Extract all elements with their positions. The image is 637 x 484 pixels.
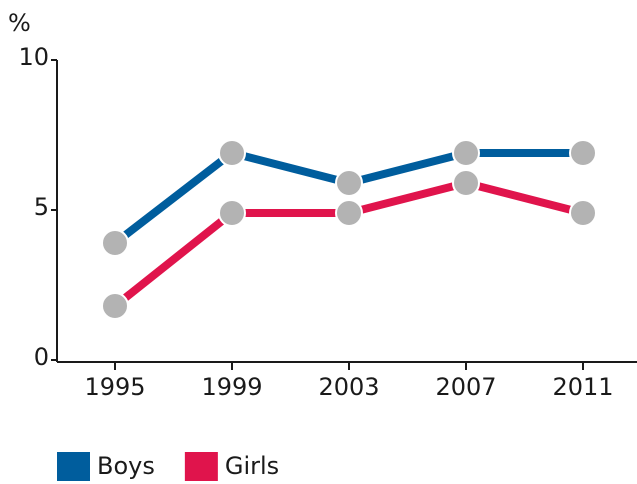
y-tick-label: 0	[34, 343, 49, 371]
data-point	[569, 199, 597, 227]
data-point	[452, 169, 480, 197]
data-point	[452, 139, 480, 167]
legend-swatch	[57, 452, 90, 481]
data-point	[101, 292, 129, 320]
data-point	[335, 169, 363, 197]
data-point	[569, 139, 597, 167]
data-point	[218, 139, 246, 167]
y-tick-label: 5	[34, 193, 49, 221]
legend-label: Girls	[225, 452, 279, 480]
x-tick-label: 2003	[318, 373, 379, 401]
data-point	[335, 199, 363, 227]
x-tick-label: 1999	[201, 373, 262, 401]
data-point	[218, 199, 246, 227]
y-tick-label: 10	[18, 43, 49, 71]
data-point	[101, 229, 129, 257]
x-tick-label: 2011	[552, 373, 613, 401]
y-axis-label: %	[8, 9, 31, 37]
legend-label: Boys	[97, 452, 155, 480]
legend-swatch	[184, 452, 218, 481]
x-tick-label: 2007	[435, 373, 496, 401]
x-tick-label: 1995	[84, 373, 145, 401]
